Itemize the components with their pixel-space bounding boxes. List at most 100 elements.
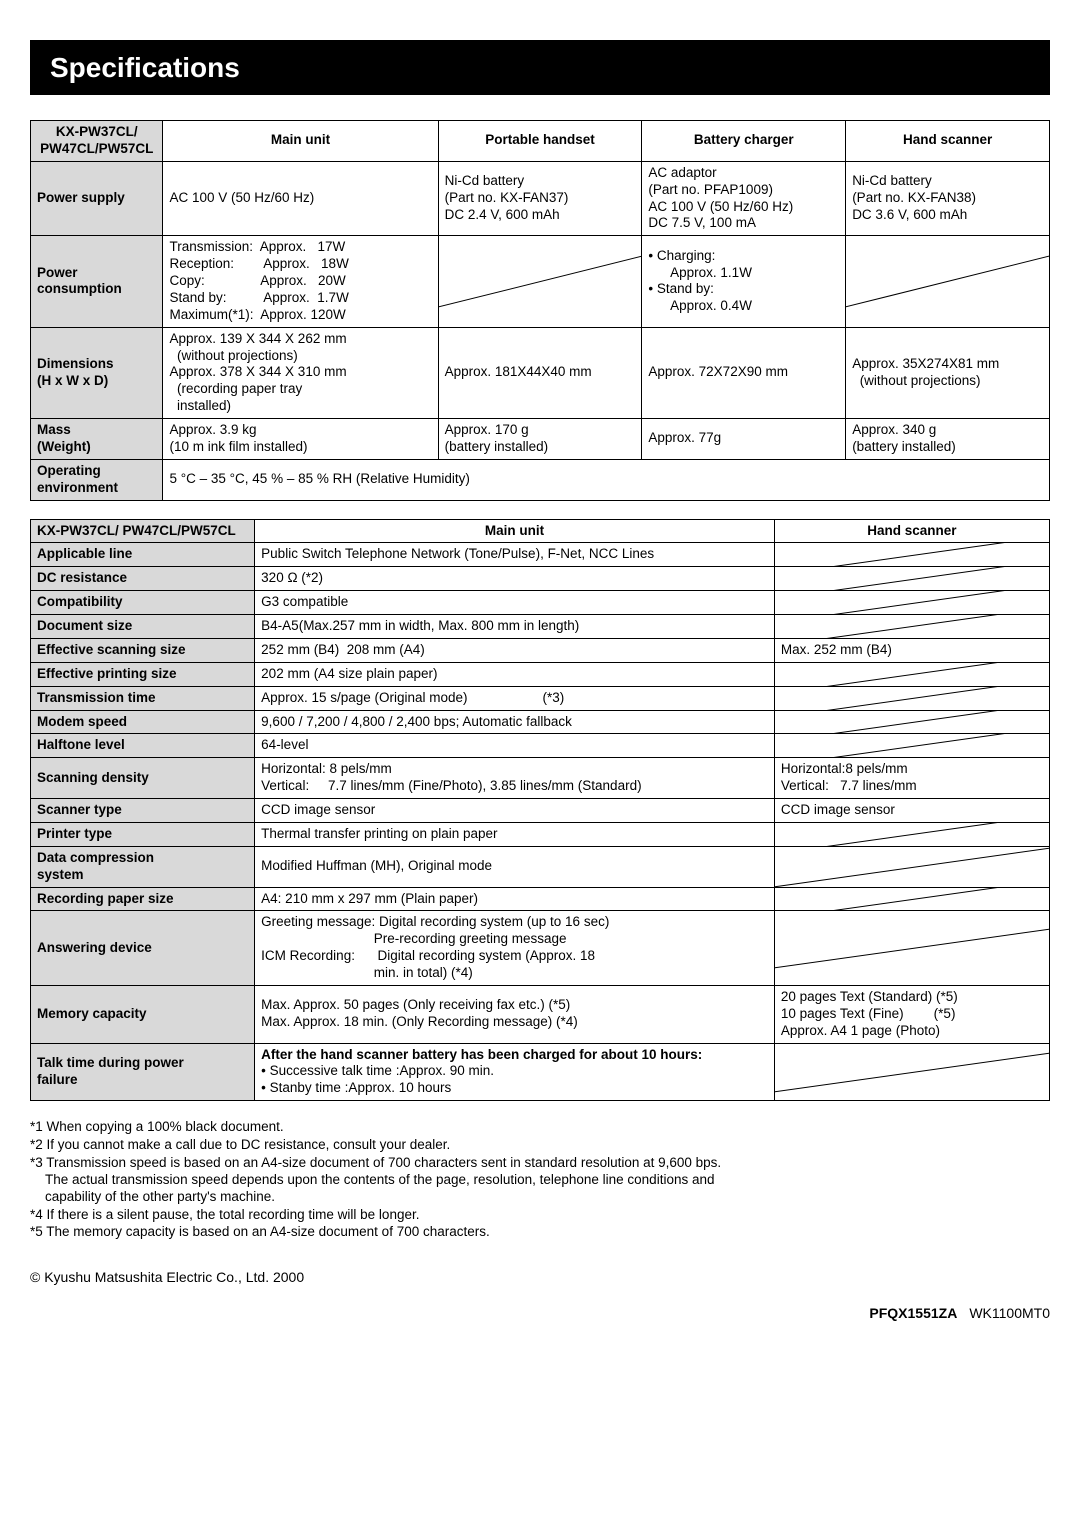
footnotes: *1 When copying a 100% black document.*2… <box>30 1119 1050 1241</box>
cell: Ni-Cd battery(Part no. KX-FAN37)DC 2.4 V… <box>438 161 642 236</box>
table-row: Scanning densityHorizontal: 8 pels/mmVer… <box>31 758 1050 799</box>
table-row: Power supply AC 100 V (50 Hz/60 Hz) Ni-C… <box>31 161 1050 236</box>
cell: Approx. 15 s/page (Original mode) (*3) <box>255 686 775 710</box>
cell: Approx. 3.9 kg(10 m ink film installed) <box>163 419 438 460</box>
footnote: *5 The memory capacity is based on an A4… <box>30 1224 1050 1241</box>
row-label: Memory capacity <box>31 985 255 1043</box>
header-model: KX-PW37CL/PW47CL/PW57CL <box>31 121 163 162</box>
spec-table-1: KX-PW37CL/PW47CL/PW57CL Main unit Portab… <box>30 120 1050 501</box>
cell: 20 pages Text (Standard) (*5)10 pages Te… <box>774 985 1049 1043</box>
cell: 252 mm (B4) 208 mm (A4) <box>255 638 775 662</box>
row-label: DC resistance <box>31 567 255 591</box>
cell-na <box>774 710 1049 734</box>
cell: • Charging: Approx. 1.1W • Stand by: App… <box>642 236 846 327</box>
page-code-rest: WK1100MT0 <box>969 1305 1050 1321</box>
table-header-row: KX-PW37CL/PW47CL/PW57CL Main unit Portab… <box>31 121 1050 162</box>
cell-na <box>774 591 1049 615</box>
table-row: Halftone level64-level <box>31 734 1050 758</box>
cell-na <box>774 822 1049 846</box>
header-hand-scanner: Hand scanner <box>774 519 1049 543</box>
table-row: Effective scanning size252 mm (B4) 208 m… <box>31 638 1050 662</box>
table-row: Applicable linePublic Switch Telephone N… <box>31 543 1050 567</box>
footnote: *3 Transmission speed is based on an A4-… <box>30 1155 1050 1206</box>
cell: Greeting message: Digital recording syst… <box>255 911 775 986</box>
row-label: Talk time during powerfailure <box>31 1043 255 1101</box>
cell: Horizontal:8 pels/mmVertical: 7.7 lines/… <box>774 758 1049 799</box>
table-row: DC resistance320 Ω (*2) <box>31 567 1050 591</box>
table-row: Mass(Weight) Approx. 3.9 kg(10 m ink fil… <box>31 419 1050 460</box>
row-label: Scanning density <box>31 758 255 799</box>
table-row: Scanner typeCCD image sensorCCD image se… <box>31 799 1050 823</box>
table-row: Powerconsumption Transmission: Approx. 1… <box>31 236 1050 327</box>
page-title: Specifications <box>30 40 1050 95</box>
row-label: Transmission time <box>31 686 255 710</box>
table-row: Data compressionsystemModified Huffman (… <box>31 846 1050 887</box>
cell: CCD image sensor <box>774 799 1049 823</box>
table-row: Talk time during powerfailureAfter the h… <box>31 1043 1050 1101</box>
cell: 320 Ω (*2) <box>255 567 775 591</box>
spec-table-2: KX-PW37CL/ PW47CL/PW57CL Main unit Hand … <box>30 519 1050 1102</box>
table-row: Memory capacityMax. Approx. 50 pages (On… <box>31 985 1050 1043</box>
cell: After the hand scanner battery has been … <box>255 1043 775 1101</box>
header-battery-charger: Battery charger <box>642 121 846 162</box>
page-code: PFQX1551ZAWK1100MT0 <box>30 1305 1050 1323</box>
table-row: CompatibilityG3 compatible <box>31 591 1050 615</box>
header-hand-scanner: Hand scanner <box>846 121 1050 162</box>
row-label: Applicable line <box>31 543 255 567</box>
cell: Approx. 72X72X90 mm <box>642 327 846 418</box>
cell-na <box>438 236 642 327</box>
cell: Thermal transfer printing on plain paper <box>255 822 775 846</box>
cell: 64-level <box>255 734 775 758</box>
row-label: Data compressionsystem <box>31 846 255 887</box>
row-label: Compatibility <box>31 591 255 615</box>
row-label: Effective scanning size <box>31 638 255 662</box>
cell-na <box>774 911 1049 986</box>
footnote: *4 If there is a silent pause, the total… <box>30 1207 1050 1224</box>
cell-na <box>774 615 1049 639</box>
cell-na <box>774 887 1049 911</box>
row-label: Powerconsumption <box>31 236 163 327</box>
row-label: Halftone level <box>31 734 255 758</box>
cell: AC 100 V (50 Hz/60 Hz) <box>163 161 438 236</box>
cell: Approx. 181X44X40 mm <box>438 327 642 418</box>
cell-na <box>774 1043 1049 1101</box>
cell: Ni-Cd battery(Part no. KX-FAN38)DC 3.6 V… <box>846 161 1050 236</box>
cell: 202 mm (A4 size plain paper) <box>255 662 775 686</box>
cell-na <box>774 543 1049 567</box>
cell: B4-A5(Max.257 mm in width, Max. 800 mm i… <box>255 615 775 639</box>
cell: Modified Huffman (MH), Original mode <box>255 846 775 887</box>
table-row: Answering deviceGreeting message: Digita… <box>31 911 1050 986</box>
cell: Approx. 35X274X81 mm (without projection… <box>846 327 1050 418</box>
row-label: Recording paper size <box>31 887 255 911</box>
cell: A4: 210 mm x 297 mm (Plain paper) <box>255 887 775 911</box>
table-row: Operatingenvironment 5 °C – 35 °C, 45 % … <box>31 459 1050 500</box>
cell-na <box>774 662 1049 686</box>
header-main-unit: Main unit <box>163 121 438 162</box>
row-label: Answering device <box>31 911 255 986</box>
cell: Approx. 77g <box>642 419 846 460</box>
row-label: Operatingenvironment <box>31 459 163 500</box>
cell: CCD image sensor <box>255 799 775 823</box>
cell: Approx. 340 g(battery installed) <box>846 419 1050 460</box>
copyright: © Kyushu Matsushita Electric Co., Ltd. 2… <box>30 1269 1050 1287</box>
cell: 9,600 / 7,200 / 4,800 / 2,400 bps; Autom… <box>255 710 775 734</box>
cell-na <box>774 567 1049 591</box>
row-label: Dimensions(H x W x D) <box>31 327 163 418</box>
row-label: Mass(Weight) <box>31 419 163 460</box>
cell-na <box>774 846 1049 887</box>
table-row: Transmission timeApprox. 15 s/page (Orig… <box>31 686 1050 710</box>
cell-na <box>774 686 1049 710</box>
table-row: Effective printing size202 mm (A4 size p… <box>31 662 1050 686</box>
cell-na <box>846 236 1050 327</box>
cell: 5 °C – 35 °C, 45 % – 85 % RH (Relative H… <box>163 459 1050 500</box>
row-label: Scanner type <box>31 799 255 823</box>
cell: Max. Approx. 50 pages (Only receiving fa… <box>255 985 775 1043</box>
footnote: *1 When copying a 100% black document. <box>30 1119 1050 1136</box>
table-row: Recording paper sizeA4: 210 mm x 297 mm … <box>31 887 1050 911</box>
table-header-row: KX-PW37CL/ PW47CL/PW57CL Main unit Hand … <box>31 519 1050 543</box>
cell: Public Switch Telephone Network (Tone/Pu… <box>255 543 775 567</box>
row-label: Power supply <box>31 161 163 236</box>
cell: Approx. 170 g(battery installed) <box>438 419 642 460</box>
cell: Horizontal: 8 pels/mmVertical: 7.7 lines… <box>255 758 775 799</box>
row-label: Effective printing size <box>31 662 255 686</box>
